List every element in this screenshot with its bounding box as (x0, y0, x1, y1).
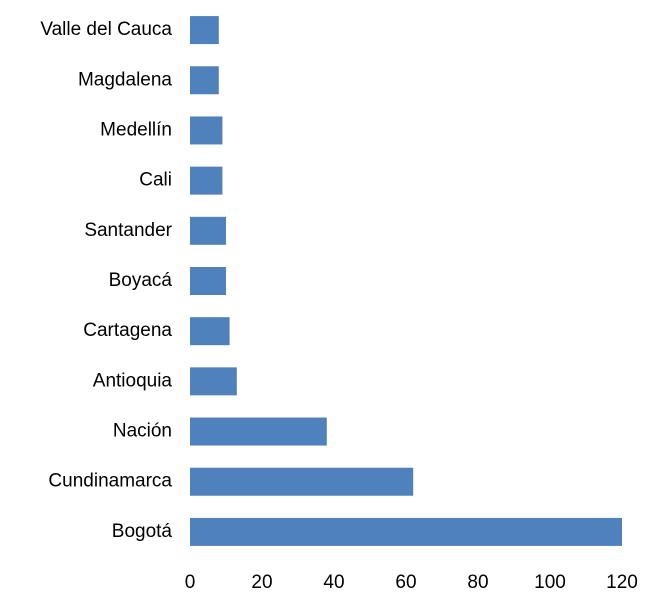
y-tick-label: Cartagena (83, 320, 172, 341)
y-tick-label: Magdalena (78, 69, 172, 90)
y-tick-label: Medellín (100, 119, 172, 140)
y-tick-label: Nación (113, 421, 172, 442)
x-tick-label: 120 (606, 572, 638, 593)
y-tick-label: Valle del Cauca (40, 19, 172, 40)
bar (190, 367, 237, 396)
bar (190, 16, 219, 45)
bar (190, 417, 327, 446)
y-tick-label: Antioquia (93, 370, 173, 391)
x-tick-label: 40 (323, 572, 344, 593)
y-tick-label: Cundinamarca (48, 471, 172, 492)
x-tick-label: 20 (251, 572, 272, 593)
y-tick-label: Boyacá (109, 270, 173, 291)
bar (190, 166, 223, 195)
x-tick-label: 100 (534, 572, 566, 593)
y-tick-label: Santander (84, 220, 172, 241)
bar (190, 517, 622, 546)
bar (190, 216, 226, 245)
y-tick-label: Bogotá (112, 521, 173, 542)
x-tick-label: 0 (185, 572, 196, 593)
bar (190, 66, 219, 95)
x-tick-label: 80 (467, 572, 488, 593)
bar (190, 317, 230, 346)
bar (190, 116, 223, 145)
x-tick-label: 60 (395, 572, 416, 593)
y-tick-label: Cali (139, 170, 172, 191)
bar (190, 267, 226, 295)
bar (190, 467, 414, 496)
